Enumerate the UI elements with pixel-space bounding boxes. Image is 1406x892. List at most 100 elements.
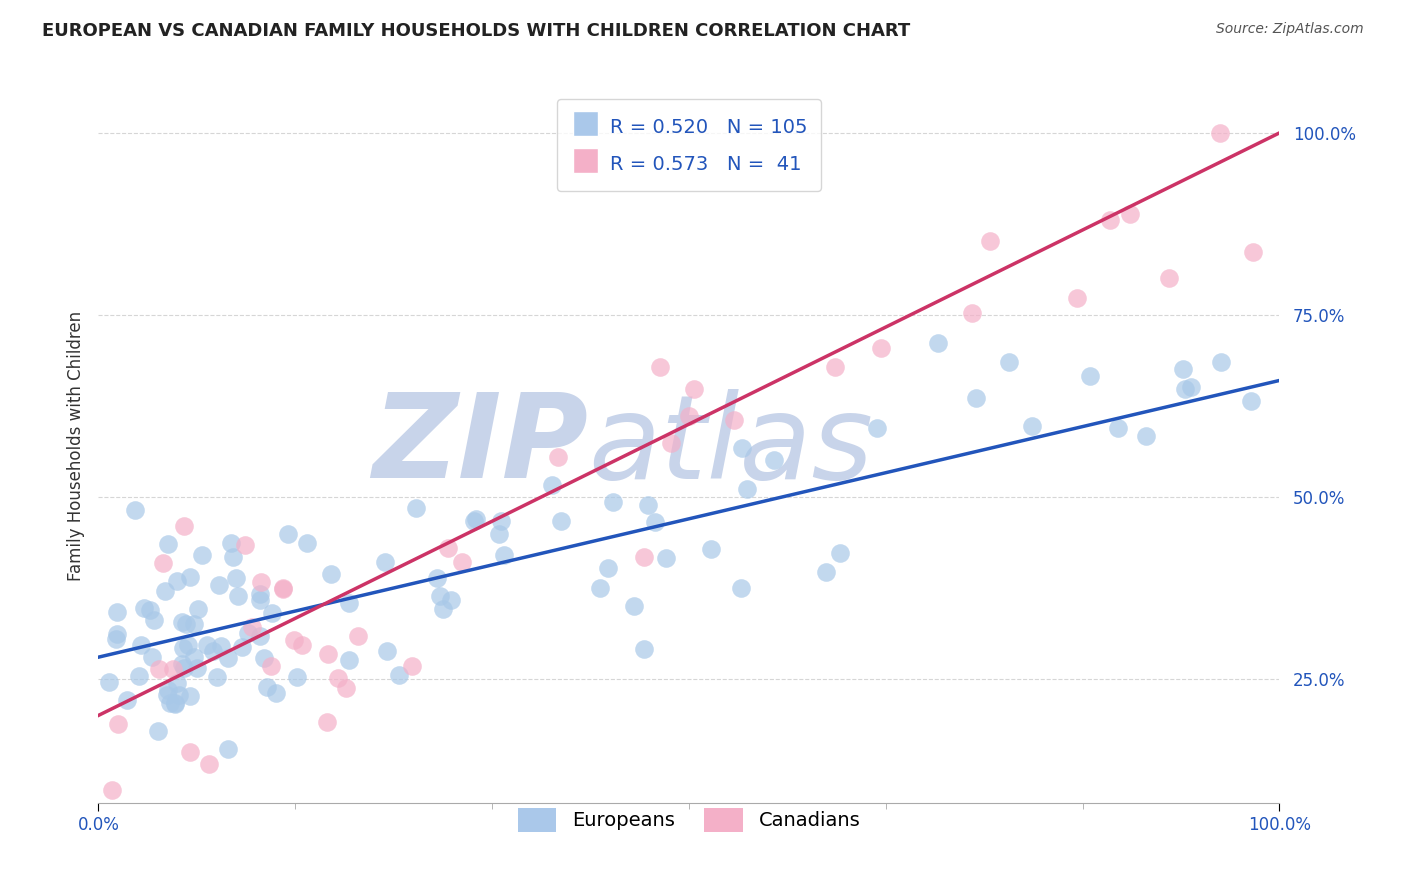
Point	[170, 615, 193, 630]
Point	[209, 640, 232, 654]
Point	[1173, 361, 1195, 376]
Point	[589, 581, 612, 595]
Point	[1066, 291, 1088, 305]
Point	[277, 527, 299, 541]
Point	[273, 582, 295, 597]
Point	[177, 638, 200, 652]
Point	[488, 527, 510, 541]
Point	[465, 512, 488, 526]
Point	[315, 715, 337, 730]
Point	[174, 617, 197, 632]
Point	[1241, 245, 1264, 260]
Point	[596, 560, 619, 574]
Point	[633, 641, 655, 656]
Point	[156, 688, 179, 702]
Point	[426, 571, 449, 585]
Point	[287, 669, 309, 683]
Point	[259, 658, 281, 673]
Point	[735, 483, 758, 497]
Point	[205, 670, 228, 684]
Point	[700, 541, 723, 556]
Point	[723, 413, 745, 427]
Point	[225, 571, 247, 585]
Point	[335, 681, 357, 696]
Point	[450, 555, 472, 569]
Point	[191, 548, 214, 562]
Point	[146, 724, 169, 739]
Point	[132, 601, 155, 615]
Point	[436, 541, 458, 555]
Point	[295, 535, 318, 549]
Point	[179, 689, 201, 703]
Point	[107, 716, 129, 731]
Point	[142, 613, 165, 627]
Point	[318, 648, 340, 662]
Point	[1119, 207, 1142, 221]
Point	[271, 582, 294, 596]
Point	[962, 306, 984, 320]
Point	[256, 681, 278, 695]
Point	[1135, 428, 1157, 442]
Point	[321, 567, 343, 582]
Point	[208, 578, 231, 592]
Point	[405, 500, 427, 515]
Point	[541, 478, 564, 492]
Point	[159, 696, 181, 710]
Point	[346, 629, 368, 643]
Point	[463, 514, 485, 528]
Point	[869, 342, 891, 356]
Point	[249, 593, 271, 607]
Point	[128, 669, 150, 683]
Point	[602, 495, 624, 509]
Point	[148, 662, 170, 676]
Point	[388, 667, 411, 681]
Point	[547, 450, 569, 464]
Point	[264, 685, 287, 699]
Point	[260, 607, 283, 621]
Point	[165, 697, 187, 711]
Point	[291, 639, 314, 653]
Point	[253, 651, 276, 665]
Point	[623, 599, 645, 614]
Point	[815, 565, 838, 579]
Point	[217, 741, 239, 756]
Point	[115, 693, 138, 707]
Point	[429, 590, 451, 604]
Point	[1021, 419, 1043, 434]
Point	[173, 519, 195, 533]
Point	[195, 638, 218, 652]
Point	[222, 549, 245, 564]
Point	[219, 536, 242, 550]
Point	[648, 360, 671, 375]
Text: Source: ZipAtlas.com: Source: ZipAtlas.com	[1216, 22, 1364, 37]
Point	[730, 582, 752, 596]
Point	[637, 498, 659, 512]
Point	[105, 605, 128, 619]
Point	[141, 649, 163, 664]
Point	[824, 359, 846, 374]
Point	[169, 688, 191, 702]
Point	[762, 453, 785, 467]
Point	[104, 632, 127, 646]
Point	[179, 745, 201, 759]
Point	[927, 335, 949, 350]
Point	[129, 639, 152, 653]
Text: EUROPEAN VS CANADIAN FAMILY HOUSEHOLDS WITH CHILDREN CORRELATION CHART: EUROPEAN VS CANADIAN FAMILY HOUSEHOLDS W…	[42, 22, 911, 40]
Point	[139, 602, 162, 616]
Point	[101, 782, 124, 797]
Point	[401, 658, 423, 673]
Point	[283, 633, 305, 648]
Point	[730, 442, 752, 456]
Point	[440, 592, 463, 607]
Point	[1107, 420, 1129, 434]
Point	[249, 629, 271, 643]
Point	[153, 584, 176, 599]
Point	[337, 653, 360, 667]
Point	[432, 601, 454, 615]
Legend: Europeans, Canadians: Europeans, Canadians	[510, 800, 868, 839]
Point	[183, 650, 205, 665]
Point	[250, 574, 273, 589]
Point	[97, 674, 120, 689]
Point	[236, 626, 259, 640]
Point	[492, 549, 515, 563]
